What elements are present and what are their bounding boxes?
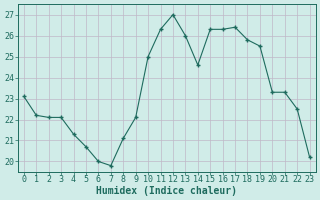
X-axis label: Humidex (Indice chaleur): Humidex (Indice chaleur)	[96, 186, 237, 196]
